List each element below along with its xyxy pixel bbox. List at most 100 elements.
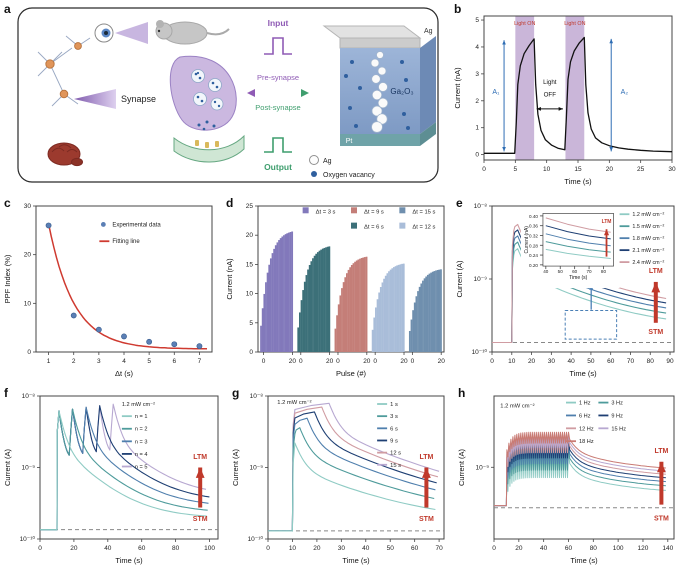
svg-text:1.2 mW cm⁻²: 1.2 mW cm⁻² [632, 212, 664, 218]
synapse-beam [74, 89, 116, 109]
svg-text:30: 30 [668, 166, 676, 173]
svg-text:3: 3 [475, 71, 479, 78]
svg-text:80: 80 [647, 358, 655, 365]
svg-text:120: 120 [638, 545, 649, 552]
output-label: Output [264, 162, 292, 172]
svg-text:Current (A): Current (A) [457, 448, 466, 486]
svg-text:20: 20 [528, 358, 536, 365]
panel-f: f 0 20 40 60 80 100 10⁻¹⁰ 10⁻⁹ 10⁻⁸ Time (s) Curre… [2, 386, 226, 569]
svg-text:Fitting line: Fitting line [112, 239, 140, 245]
svg-text:10⁻¹⁰: 10⁻¹⁰ [248, 535, 264, 543]
svg-text:70: 70 [435, 545, 443, 552]
mouse-icon [155, 20, 230, 45]
svg-text:15: 15 [574, 166, 582, 173]
svg-text:STM: STM [654, 515, 669, 522]
power-density-chart: 0 10 20 30 40 50 60 70 80 90 10⁻¹⁰ 10⁻⁹ 10⁻⁸ Time (s)… [454, 196, 682, 382]
svg-text:Time (s): Time (s) [569, 369, 597, 378]
svg-text:2.4 mW cm⁻²: 2.4 mW cm⁻² [632, 260, 664, 266]
svg-text:9 Hz: 9 Hz [611, 413, 623, 419]
svg-text:n = 3: n = 3 [135, 439, 148, 445]
svg-text:0: 0 [475, 152, 479, 159]
svg-text:10: 10 [24, 300, 32, 307]
svg-text:20: 20 [363, 358, 371, 365]
oxygen-vacancy-dots [344, 60, 410, 130]
oxygen-vacancy-legend-icon [311, 171, 317, 177]
svg-text:10⁻¹⁰: 10⁻¹⁰ [20, 535, 36, 543]
svg-text:80: 80 [601, 269, 607, 274]
panel-d: d 0 20 0 20 0 20 0 20 0 20 0 5 10 15 20 25 Pulse (#) Curr… [224, 196, 450, 382]
svg-text:60: 60 [607, 358, 615, 365]
svg-text:Time (s): Time (s) [564, 177, 592, 186]
svg-text:5: 5 [514, 166, 518, 173]
svg-text:9 s: 9 s [390, 438, 398, 444]
svg-text:90: 90 [666, 358, 674, 365]
svg-text:12 Hz: 12 Hz [579, 426, 594, 432]
svg-text:12 s: 12 s [390, 451, 401, 457]
svg-text:15 s: 15 s [390, 463, 401, 469]
svg-text:40: 40 [104, 545, 112, 552]
svg-text:2: 2 [475, 98, 479, 105]
panel-a-border [17, 7, 439, 183]
ag-electrode-label: Ag [424, 28, 433, 35]
svg-text:4: 4 [475, 44, 479, 51]
svg-text:70: 70 [587, 269, 593, 274]
postsynapse-illustration [173, 134, 245, 163]
svg-text:20: 20 [515, 545, 523, 552]
g-plot: 0 10 20 30 40 50 60 70 10⁻¹⁰ 10⁻⁹ 10⁻⁸ Time (s) Curr… [231, 393, 445, 565]
svg-text:0: 0 [249, 349, 253, 356]
svg-text:10⁻⁸: 10⁻⁸ [474, 203, 488, 210]
svg-text:10: 10 [246, 291, 254, 298]
b-plot: 0 5 10 15 20 25 30 0 1 2 3 4 5 Time (s) Current (nA) Li… [453, 15, 676, 186]
panel-h: h 0 20 40 60 80 100 120 140 10⁻⁹ Time (s) Current … [456, 386, 682, 569]
pt-electrode-label: Pt [346, 138, 353, 145]
svg-text:Current (A): Current (A) [455, 260, 464, 298]
svg-text:40: 40 [543, 269, 549, 274]
receptor-icons [195, 140, 219, 148]
panel-e: e 0 10 20 30 40 50 60 70 80 90 10⁻¹⁰ 10⁻⁹ 10⁻⁸ Time (… [454, 196, 682, 382]
ppf-index-chart: 1 2 3 4 5 6 7 0 10 20 30 Δt (s) PPF Index (%) Experim… [2, 196, 220, 382]
svg-text:20: 20 [606, 166, 614, 173]
svg-text:140: 140 [662, 545, 673, 552]
svg-text:10⁻⁸: 10⁻⁸ [22, 393, 36, 400]
svg-text:n = 5: n = 5 [135, 465, 148, 471]
svg-text:60: 60 [411, 545, 419, 552]
svg-text:10: 10 [289, 545, 297, 552]
svg-text:20: 20 [289, 358, 297, 365]
svg-text:60: 60 [572, 269, 578, 274]
svg-text:LTM: LTM [654, 448, 668, 455]
svg-text:40: 40 [362, 545, 370, 552]
vision-beam [115, 22, 148, 44]
panel-label-a: a [4, 2, 11, 16]
svg-text:6: 6 [172, 358, 176, 365]
svg-text:10⁻⁹: 10⁻⁹ [474, 276, 488, 283]
brain-icon [47, 142, 83, 167]
panel-label-g: g [232, 386, 240, 400]
svg-text:PPF Index (%): PPF Index (%) [3, 254, 12, 303]
output-pulse-icon [264, 137, 292, 153]
svg-text:STM: STM [648, 329, 663, 336]
svg-text:A₁: A₁ [492, 89, 500, 96]
svg-text:0: 0 [492, 545, 496, 552]
svg-text:40: 40 [568, 358, 576, 365]
svg-text:STM: STM [419, 516, 434, 523]
pulse-number-chart: 0 20 40 60 80 100 10⁻¹⁰ 10⁻⁹ 10⁻⁸ Time (s) Current… [2, 386, 226, 569]
svg-text:4: 4 [122, 358, 126, 365]
panel-label-c: c [4, 196, 11, 210]
ag-legend-icon [309, 155, 319, 165]
h-plot: 0 20 40 60 80 100 120 140 10⁻⁹ Time (s) Current (A… [457, 395, 675, 565]
svg-text:30: 30 [338, 545, 346, 552]
svg-text:2.1 mW cm⁻²: 2.1 mW cm⁻² [632, 248, 664, 254]
svg-text:10⁻⁹: 10⁻⁹ [22, 465, 36, 472]
svg-text:Light ON: Light ON [514, 21, 535, 27]
svg-text:0: 0 [336, 358, 340, 365]
svg-text:Current (nA): Current (nA) [453, 67, 462, 109]
svg-text:6 s: 6 s [390, 426, 398, 432]
svg-text:0.40: 0.40 [529, 214, 538, 219]
photoresponse-chart: 0 5 10 15 20 25 30 0 1 2 3 4 5 Time (s) Current (nA) Li… [452, 2, 680, 190]
panel-a: a [2, 2, 446, 190]
svg-text:A₂: A₂ [621, 89, 629, 96]
panel-label-b: b [454, 2, 462, 16]
svg-text:OFF: OFF [544, 92, 557, 99]
svg-text:0: 0 [373, 358, 377, 365]
svg-text:0: 0 [299, 358, 303, 365]
